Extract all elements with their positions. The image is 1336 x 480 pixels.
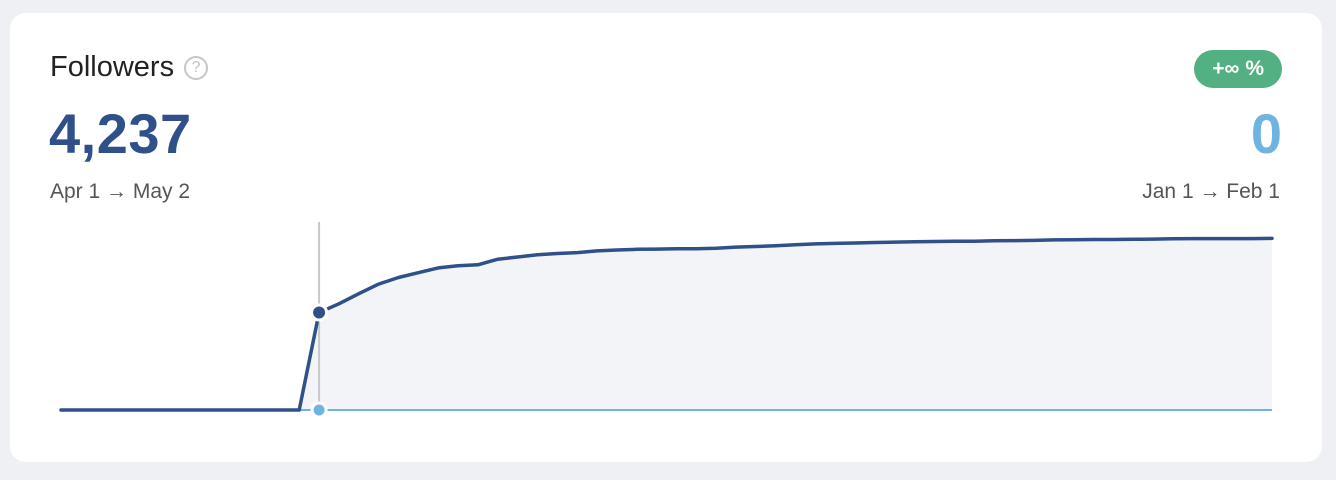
question-circle-icon[interactable]: ? <box>184 55 209 80</box>
card-title: Followers <box>50 51 175 83</box>
series-area <box>61 238 1272 410</box>
main-series-line <box>59 236 1274 412</box>
compare-hover-point <box>310 401 328 419</box>
main-hover-point <box>310 303 329 322</box>
card-header: Followers ? <box>50 51 209 84</box>
compare-value: 0 <box>1250 102 1282 165</box>
change-badge: +∞ % <box>1194 50 1282 88</box>
date-range: Apr 1 → May 2 <box>50 180 191 203</box>
followers-value: 4,237 <box>49 102 192 165</box>
compare-date-range: Jan 1 → Feb 1 <box>1142 180 1280 203</box>
